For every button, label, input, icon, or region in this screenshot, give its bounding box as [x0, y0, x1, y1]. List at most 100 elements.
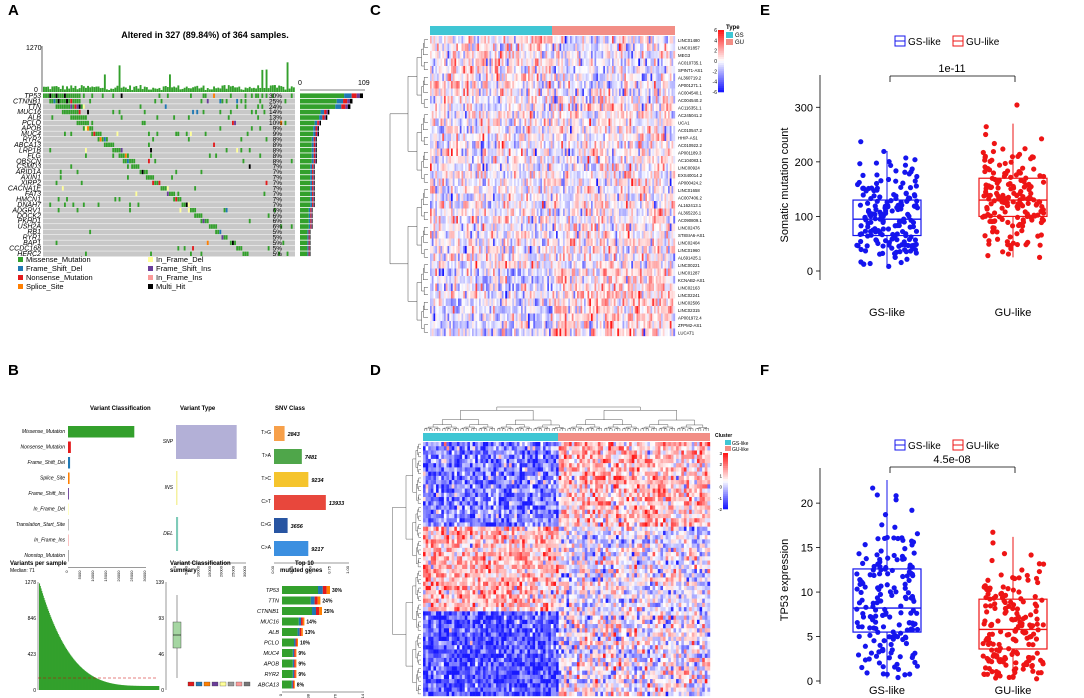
heat-cell — [647, 156, 649, 164]
heat-cell — [449, 201, 452, 209]
heat-cell — [557, 141, 560, 149]
vt-bar — [176, 425, 237, 459]
heat-cell — [633, 36, 635, 44]
heat-cell — [578, 201, 581, 209]
heat-cell — [647, 36, 649, 44]
vps-tick: 1278 — [25, 580, 36, 586]
heat-cell — [571, 126, 574, 134]
top-bar — [213, 86, 215, 92]
heat-cell — [657, 73, 660, 82]
heat-cell — [591, 178, 593, 187]
matrix-cell — [131, 164, 134, 169]
heat-cell — [601, 193, 604, 202]
heat-cell — [466, 126, 469, 134]
heat-cell — [515, 238, 518, 247]
vps-bar — [123, 685, 125, 690]
heat-cell — [501, 73, 504, 82]
heat-cell — [517, 193, 520, 202]
heat-cell — [585, 216, 588, 224]
heat-cell — [508, 96, 511, 104]
matrix-cell — [76, 109, 79, 115]
snv-bar — [274, 541, 309, 556]
heat-cell — [447, 96, 450, 104]
heat-cell — [514, 208, 516, 217]
heat-cell — [640, 178, 642, 187]
heat-cell — [463, 133, 466, 142]
heat-cell — [547, 43, 550, 52]
heat-cell — [526, 111, 529, 119]
vps-bar — [129, 685, 131, 690]
top-bar — [160, 89, 163, 92]
heat-cell — [577, 171, 579, 179]
top10-title1: Top 10 — [295, 561, 315, 567]
heat-cell — [459, 216, 462, 224]
heat-cell — [557, 111, 560, 119]
heat-cell — [493, 231, 495, 239]
heat-cell — [599, 171, 602, 179]
heat-cell — [645, 156, 648, 164]
heat-cell — [564, 81, 567, 89]
heat-cell — [437, 193, 439, 202]
heat-cell — [515, 126, 518, 134]
heat-cell — [505, 51, 508, 59]
heat-cell — [620, 208, 623, 217]
heat-cell — [442, 163, 445, 172]
heat-cell — [472, 148, 474, 157]
heat-cell — [654, 118, 656, 127]
right-bar-seg — [300, 175, 311, 180]
top-bar — [175, 87, 178, 92]
heat-cell — [524, 208, 527, 217]
heat-cell — [647, 43, 649, 52]
heat-cell — [601, 126, 604, 134]
heat-cell — [529, 51, 532, 59]
heat-cell — [535, 36, 537, 44]
heat-cell — [438, 36, 441, 44]
matrix-cell — [173, 115, 176, 120]
dendro-branch — [421, 236, 425, 254]
heat-cell — [536, 58, 539, 67]
matrix-cell — [194, 207, 197, 213]
matrix-cell — [61, 104, 64, 109]
heat-cell — [605, 66, 607, 74]
heat-cell — [515, 231, 518, 239]
heat-cell — [620, 133, 623, 142]
heat-cell — [624, 118, 627, 127]
heat-cell — [473, 216, 476, 224]
matrix-cell — [236, 98, 239, 104]
heat-cell — [568, 118, 571, 127]
heat-cell — [442, 186, 445, 194]
heat-cell — [507, 148, 509, 157]
heat-cell — [575, 81, 578, 89]
top-bar — [271, 85, 274, 92]
heat-cell — [491, 36, 494, 44]
heat-cell — [564, 58, 567, 67]
heat-cell — [536, 43, 539, 52]
heat-cell — [650, 223, 653, 232]
heat-cell — [592, 208, 595, 217]
heat-cell — [591, 163, 593, 172]
top10-pct: 10% — [300, 641, 311, 647]
heat-cell — [452, 133, 455, 142]
heat-cell — [582, 216, 585, 224]
heat-cell — [521, 126, 523, 134]
heat-cell — [561, 238, 564, 247]
heat-cell — [473, 118, 476, 127]
heat-cell — [552, 141, 555, 149]
heat-cell — [542, 156, 544, 164]
heat-cell — [643, 193, 646, 202]
right-bar-seg — [315, 142, 317, 148]
heat-cell — [470, 58, 473, 67]
heat-cell — [603, 133, 606, 142]
heat-cell — [645, 201, 648, 209]
heat-cell — [529, 208, 532, 217]
top10-pct: 25% — [324, 609, 335, 615]
heat-cell — [641, 118, 644, 127]
heat-cell — [654, 208, 656, 217]
heat-cell — [494, 178, 497, 187]
heat-cell — [552, 178, 555, 187]
heat-cell — [598, 36, 600, 44]
heat-cell — [640, 118, 642, 127]
heat-cell — [587, 156, 590, 164]
right-bar-seg — [309, 229, 311, 235]
heat-cell — [620, 201, 623, 209]
